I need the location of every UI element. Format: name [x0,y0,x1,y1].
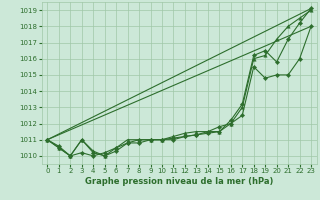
X-axis label: Graphe pression niveau de la mer (hPa): Graphe pression niveau de la mer (hPa) [85,177,273,186]
